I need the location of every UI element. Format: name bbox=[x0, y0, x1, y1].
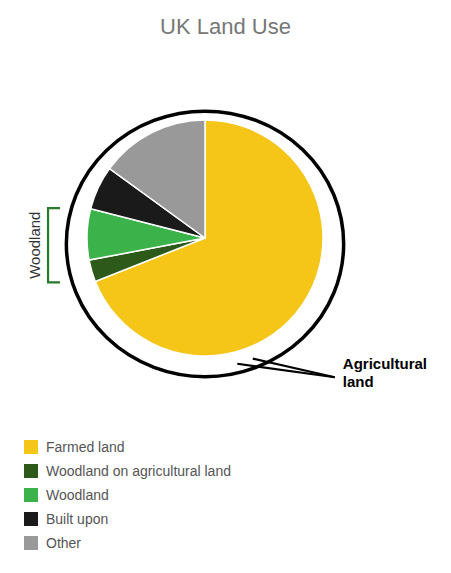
legend-swatch bbox=[24, 440, 38, 454]
annotation: Agriculturalland bbox=[343, 355, 427, 390]
legend: Farmed land Woodland on agricultural land… bbox=[24, 439, 231, 551]
pie bbox=[87, 120, 323, 356]
chart: UK Land UseAgriculturallandWoodlandFarme… bbox=[0, 0, 451, 573]
legend-swatch bbox=[24, 464, 38, 478]
legend-label: Farmed land bbox=[46, 439, 125, 455]
pie-outline bbox=[66, 111, 343, 377]
legend-label: Built upon bbox=[46, 511, 108, 527]
title: UK Land Use bbox=[160, 14, 291, 39]
annotation: Woodland bbox=[26, 212, 43, 279]
annotation-line-text: land bbox=[343, 373, 374, 390]
legend-swatch bbox=[24, 512, 38, 526]
legend-label: Other bbox=[46, 535, 81, 551]
woodland-bracket bbox=[48, 208, 60, 282]
legend-label: Woodland on agricultural land bbox=[46, 463, 231, 479]
legend-swatch bbox=[24, 488, 38, 502]
annotation-line bbox=[253, 359, 335, 378]
legend-swatch bbox=[24, 536, 38, 550]
legend-label: Woodland bbox=[46, 487, 109, 503]
annotation-line-text: Agricultural bbox=[343, 355, 427, 372]
